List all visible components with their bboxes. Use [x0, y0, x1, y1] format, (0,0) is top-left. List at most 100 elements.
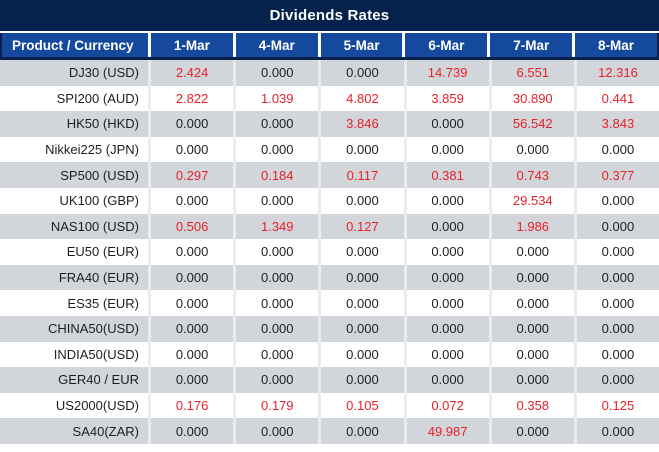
rate-cell: 0.506	[148, 213, 233, 240]
rate-cell: 0.000	[318, 187, 403, 214]
rate-cell: 0.000	[318, 264, 403, 291]
product-cell: US2000(USD)	[55, 398, 139, 414]
rate-cell: 0.000	[318, 239, 403, 265]
rate-cell: 0.000	[488, 239, 574, 265]
product-cell: SP500 (USD)	[60, 167, 139, 183]
rate-cell: 0.000	[148, 367, 233, 393]
rate-cell: 0.000	[148, 290, 233, 316]
rate-cell: 1.039	[233, 85, 318, 112]
rate-cell: 0.000	[233, 341, 318, 368]
rate-cell: 3.846	[318, 111, 403, 137]
rate-cell: 30.890	[488, 85, 574, 112]
table-body: DJ30 (USD) 2.424 0.000 0.000 14.739 6.551 12.3…	[0, 60, 659, 444]
rate-cell: 56.542	[488, 111, 574, 137]
rate-cell: 0.125	[573, 392, 659, 419]
rate-cell: 0.000	[573, 136, 659, 163]
column-header-date-4: 6-Mar	[402, 33, 487, 57]
rate-cell: 3.843	[573, 111, 659, 137]
rate-cell: 0.381	[403, 162, 489, 188]
rate-cell: 3.859	[403, 85, 489, 112]
rate-cell: 0.000	[573, 187, 659, 214]
rate-cell: 2.822	[148, 85, 233, 112]
product-cell: DJ30 (USD)	[68, 65, 139, 81]
product-cell: GER40 / EUR	[58, 372, 139, 388]
rate-cell: 0.000	[318, 60, 403, 86]
rate-cell: 0.000	[573, 341, 659, 368]
rate-cell: 0.000	[488, 341, 574, 368]
table-header-row: Product / Currency 1-Mar 4-Mar 5-Mar 6-M…	[0, 33, 659, 60]
rate-cell: 0.000	[148, 341, 233, 368]
rate-cell: 12.316	[573, 60, 659, 86]
rate-cell: 0.000	[403, 315, 489, 342]
rate-cell: 0.000	[488, 264, 574, 291]
rate-cell: 0.000	[318, 367, 403, 393]
table-row: ES35 (EUR) 0.000 0.000 0.000 0.000 0.000 0.000	[0, 290, 659, 316]
rate-cell: 4.802	[318, 85, 403, 112]
rate-cell: 0.000	[488, 418, 574, 444]
rate-cell: 0.000	[403, 136, 489, 163]
table-row: Nikkei225 (JPN) 0.000 0.000 0.000 0.000 0.000…	[0, 136, 659, 163]
rate-cell: 0.441	[573, 85, 659, 112]
rate-cell: 0.000	[573, 418, 659, 444]
rate-cell: 6.551	[488, 60, 574, 86]
table-row: CHINA50(USD) 0.000 0.000 0.000 0.000 0.000 0.0…	[0, 315, 659, 342]
rate-cell: 0.000	[403, 187, 489, 214]
rate-cell: 0.358	[488, 392, 574, 419]
product-cell: CHINA50(USD)	[47, 321, 139, 337]
table-row: US2000(USD) 0.176 0.179 0.105 0.072 0.358 0.12…	[0, 392, 659, 419]
rate-cell: 0.127	[318, 213, 403, 240]
column-header-product-currency: Product / Currency	[12, 37, 134, 53]
rate-cell: 0.000	[233, 418, 318, 444]
rate-cell: 0.105	[318, 392, 403, 419]
rate-cell: 49.987	[403, 418, 489, 444]
rate-cell: 0.000	[148, 418, 233, 444]
product-cell: UK100 (GBP)	[59, 193, 139, 209]
rate-cell: 0.000	[318, 418, 403, 444]
rate-cell: 0.000	[148, 111, 233, 137]
rate-cell: 0.179	[233, 392, 318, 419]
product-cell: NAS100 (USD)	[50, 218, 139, 234]
rate-cell: 0.000	[318, 136, 403, 163]
table-row: SA40(ZAR) 0.000 0.000 0.000 49.987 0.000 0.000	[0, 418, 659, 444]
rate-cell: 0.072	[403, 392, 489, 419]
product-cell: SPI200 (AUD)	[56, 90, 139, 106]
product-cell: FRA40 (EUR)	[58, 270, 139, 286]
rate-cell: 1.349	[233, 213, 318, 240]
table-row: INDIA50(USD) 0.000 0.000 0.000 0.000 0.000 0.0…	[0, 341, 659, 368]
rate-cell: 0.000	[148, 136, 233, 163]
rate-cell: 0.000	[233, 111, 318, 137]
rate-cell: 0.000	[233, 367, 318, 393]
product-cell: HK50 (HKD)	[66, 116, 139, 132]
rate-cell: 0.000	[573, 315, 659, 342]
table-row: HK50 (HKD) 0.000 0.000 3.846 0.000 56.542 3.84…	[0, 111, 659, 137]
rate-cell: 0.000	[488, 315, 574, 342]
rate-cell: 0.000	[233, 187, 318, 214]
rate-cell: 0.000	[403, 239, 489, 265]
rate-cell: 14.739	[403, 60, 489, 86]
product-cell: INDIA50(USD)	[53, 346, 139, 362]
rate-cell: 0.000	[573, 290, 659, 316]
rate-cell: 0.000	[318, 341, 403, 368]
rate-cell: 0.117	[318, 162, 403, 188]
rate-cell: 0.000	[488, 290, 574, 316]
rate-cell: 0.000	[573, 264, 659, 291]
product-cell: SA40(ZAR)	[72, 423, 139, 439]
rate-cell: 0.000	[233, 136, 318, 163]
table-row: GER40 / EUR 0.000 0.000 0.000 0.000 0.000 0.00…	[0, 367, 659, 393]
table-row: NAS100 (USD) 0.506 1.349 0.127 0.000 1.986 0.0…	[0, 213, 659, 240]
rate-cell: 0.176	[148, 392, 233, 419]
column-header-date-5: 7-Mar	[487, 33, 572, 57]
rate-cell: 0.000	[573, 239, 659, 265]
column-header-date-2: 4-Mar	[232, 33, 318, 57]
table-row: UK100 (GBP) 0.000 0.000 0.000 0.000 29.534 0.0…	[0, 187, 659, 214]
rate-cell: 0.000	[573, 213, 659, 240]
product-cell: EU50 (EUR)	[66, 244, 139, 260]
rate-cell: 0.000	[233, 290, 318, 316]
table-row: FRA40 (EUR) 0.000 0.000 0.000 0.000 0.000 0.00…	[0, 264, 659, 291]
rate-cell: 0.184	[233, 162, 318, 188]
rate-cell: 0.000	[403, 111, 489, 137]
rate-cell: 0.000	[403, 264, 489, 291]
rate-cell: 29.534	[488, 187, 574, 214]
rate-cell: 0.000	[233, 315, 318, 342]
rate-cell: 0.000	[318, 315, 403, 342]
